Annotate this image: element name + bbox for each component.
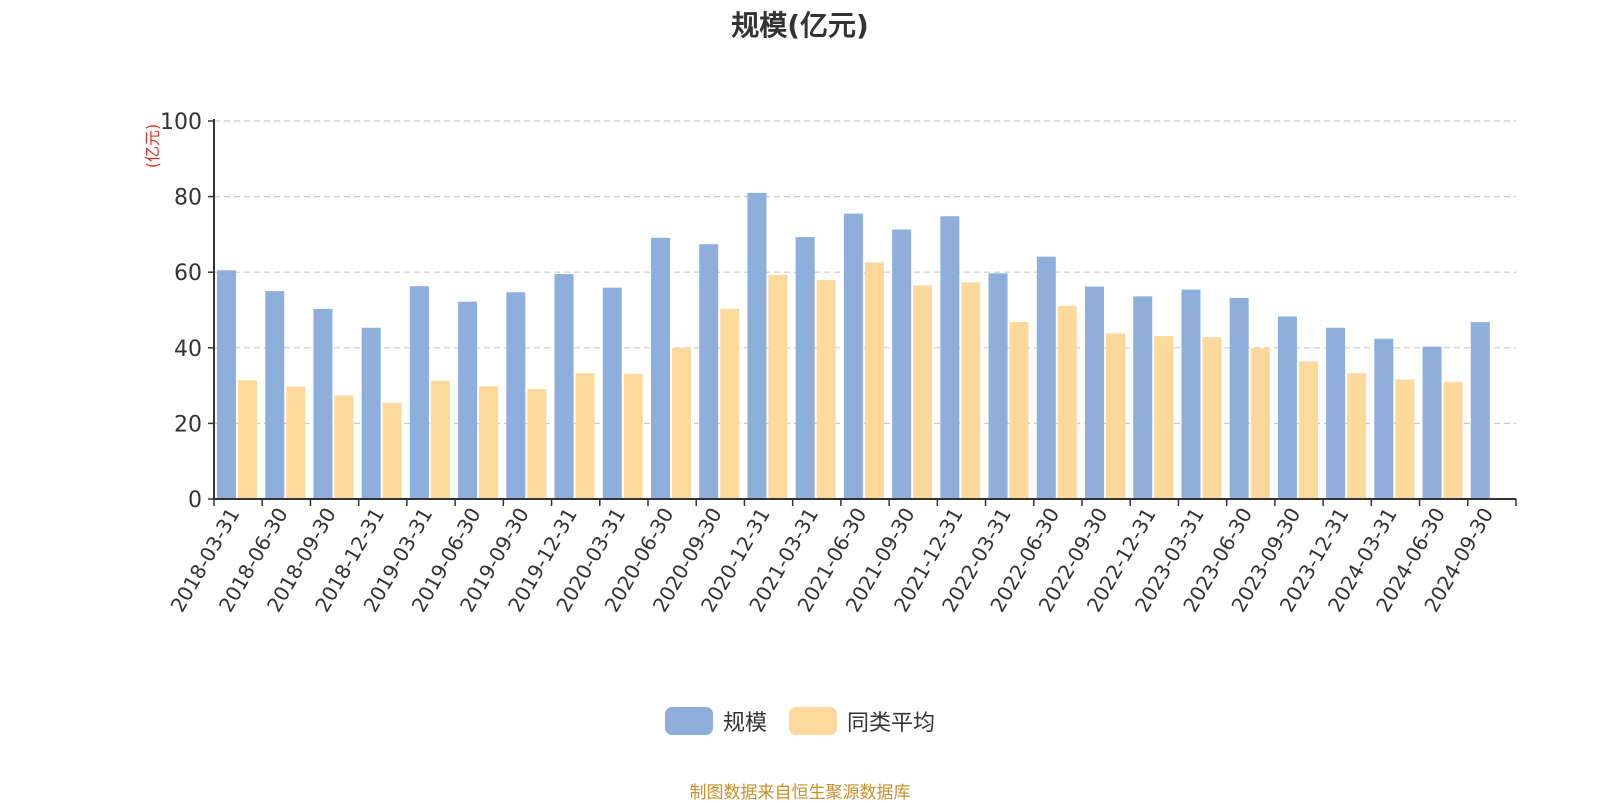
bar-peer-average[interactable] [430, 380, 450, 499]
bar-scale[interactable] [651, 237, 670, 499]
bar-peer-average[interactable] [1347, 373, 1367, 499]
bar-peer-average[interactable] [1250, 348, 1270, 499]
bar-peer-average[interactable] [1443, 382, 1463, 499]
bar-peer-average[interactable] [672, 347, 691, 499]
bar-scale[interactable] [843, 213, 863, 500]
legend: 规模 同类平均 [0, 705, 1600, 737]
bar-scale[interactable] [409, 286, 429, 499]
y-tick-label: 80 [174, 186, 202, 211]
bar-peer-average[interactable] [238, 380, 257, 499]
y-tick-label: 60 [174, 261, 202, 286]
y-tick-label: 40 [174, 337, 202, 362]
bar-peer-average[interactable] [1202, 337, 1222, 499]
bar-scale[interactable] [940, 216, 960, 500]
bar-peer-average[interactable] [1106, 333, 1125, 499]
bar-scale[interactable] [1374, 338, 1394, 499]
bar-scale[interactable] [1422, 346, 1442, 499]
bar-scale[interactable] [1326, 327, 1346, 499]
bar-peer-average[interactable] [1057, 305, 1077, 499]
y-tick-label: 100 [160, 110, 202, 135]
bar-peer-average[interactable] [1298, 361, 1318, 499]
bar-peer-average[interactable] [913, 285, 933, 499]
y-tick-label: 20 [174, 412, 202, 437]
bar-chart: 0204060801002018-03-312018-06-302018-09-… [143, 110, 1517, 616]
bar-scale[interactable] [892, 229, 912, 499]
bar-scale[interactable] [458, 301, 478, 499]
bar-scale[interactable] [265, 291, 285, 499]
bars [217, 192, 1490, 500]
y-axis-label: (亿元) [143, 124, 162, 169]
axes [208, 119, 1517, 506]
bar-peer-average[interactable] [286, 386, 306, 499]
bar-peer-average[interactable] [961, 282, 981, 499]
bar-scale[interactable] [602, 287, 622, 499]
bar-peer-average[interactable] [864, 262, 884, 499]
legend-swatch-scale [664, 707, 713, 735]
bar-scale[interactable] [699, 244, 719, 499]
bar-peer-average[interactable] [720, 308, 740, 499]
bar-scale[interactable] [1181, 289, 1201, 499]
bar-peer-average[interactable] [1154, 336, 1174, 499]
bar-peer-average[interactable] [623, 373, 643, 499]
bar-scale[interactable] [554, 274, 574, 499]
bar-peer-average[interactable] [1009, 322, 1029, 499]
bar-scale[interactable] [313, 308, 333, 499]
bar-scale[interactable] [506, 292, 526, 499]
bar-scale[interactable] [1036, 256, 1056, 499]
y-tick-label: 0 [188, 488, 202, 513]
bar-peer-average[interactable] [768, 274, 788, 499]
bar-scale[interactable] [747, 192, 767, 499]
bar-scale[interactable] [1229, 297, 1249, 499]
bar-scale[interactable] [795, 237, 815, 499]
bar-peer-average[interactable] [479, 386, 499, 499]
legend-item-peer-average[interactable]: 同类平均 [789, 705, 935, 737]
bar-peer-average[interactable] [1395, 379, 1415, 499]
bar-peer-average[interactable] [527, 389, 547, 499]
bar-scale[interactable] [1133, 296, 1153, 499]
bar-peer-average[interactable] [334, 395, 354, 499]
legend-label-peer-average: 同类平均 [847, 711, 936, 736]
bar-peer-average[interactable] [382, 402, 402, 499]
legend-item-scale[interactable]: 规模 [664, 705, 767, 737]
source-note: 制图数据来自恒生聚源数据库 [689, 783, 911, 803]
bar-scale[interactable] [1277, 316, 1297, 499]
bar-scale[interactable] [1085, 286, 1104, 499]
bar-scale[interactable] [988, 273, 1008, 499]
legend-swatch-peer-average [789, 707, 837, 735]
bar-scale[interactable] [1470, 322, 1490, 499]
bar-peer-average[interactable] [575, 373, 595, 499]
bar-peer-average[interactable] [816, 279, 836, 499]
chart-title: 规模(亿元) [731, 9, 869, 42]
bar-scale[interactable] [217, 270, 236, 499]
legend-label-scale: 规模 [722, 711, 767, 736]
bar-scale[interactable] [361, 327, 381, 499]
